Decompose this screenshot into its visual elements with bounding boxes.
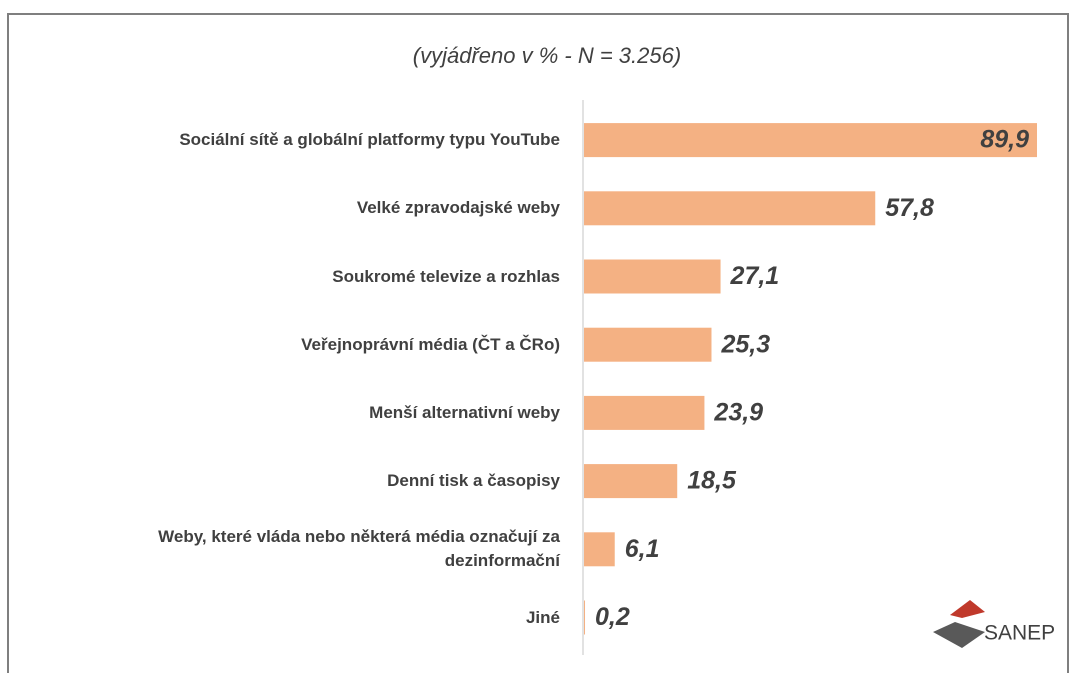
value-label: 89,9 — [980, 126, 1029, 154]
value-label: 0,2 — [595, 603, 630, 631]
logo-icon — [933, 622, 985, 648]
bar — [584, 259, 721, 294]
bar — [584, 532, 615, 567]
logo-icon — [950, 600, 985, 618]
logo: SANEP — [933, 600, 1055, 648]
logo-text: SANEP — [984, 622, 1055, 645]
bar — [584, 395, 705, 430]
category-label: Menší alternativní weby — [369, 402, 560, 422]
value-label: 18,5 — [687, 467, 737, 495]
value-label: 25,3 — [720, 330, 770, 358]
category-label: Veřejnoprávní média (ČT a ČRo) — [301, 334, 560, 354]
category-label: Velké zpravodajské weby — [356, 198, 560, 218]
category-label: Weby, které vláda nebo některá média ozn… — [158, 527, 560, 571]
bar — [584, 123, 1037, 158]
category-label: Soukromé televize a rozhlas — [332, 266, 560, 286]
bar — [584, 464, 678, 499]
category-label: Sociální sítě a globální platformy typu … — [179, 130, 560, 150]
bar — [584, 600, 586, 635]
value-label: 57,8 — [885, 194, 934, 222]
value-label: 27,1 — [730, 262, 780, 290]
category-label: Denní tisk a časopisy — [387, 471, 560, 491]
value-label: 23,9 — [713, 399, 763, 427]
bar — [584, 327, 712, 362]
value-label: 6,1 — [625, 535, 660, 563]
category-label: Jiné — [525, 607, 560, 627]
subtitle: (vyjádřeno v % - N = 3.256) — [413, 43, 681, 68]
bar — [584, 191, 876, 226]
frame — [7, 13, 1069, 673]
